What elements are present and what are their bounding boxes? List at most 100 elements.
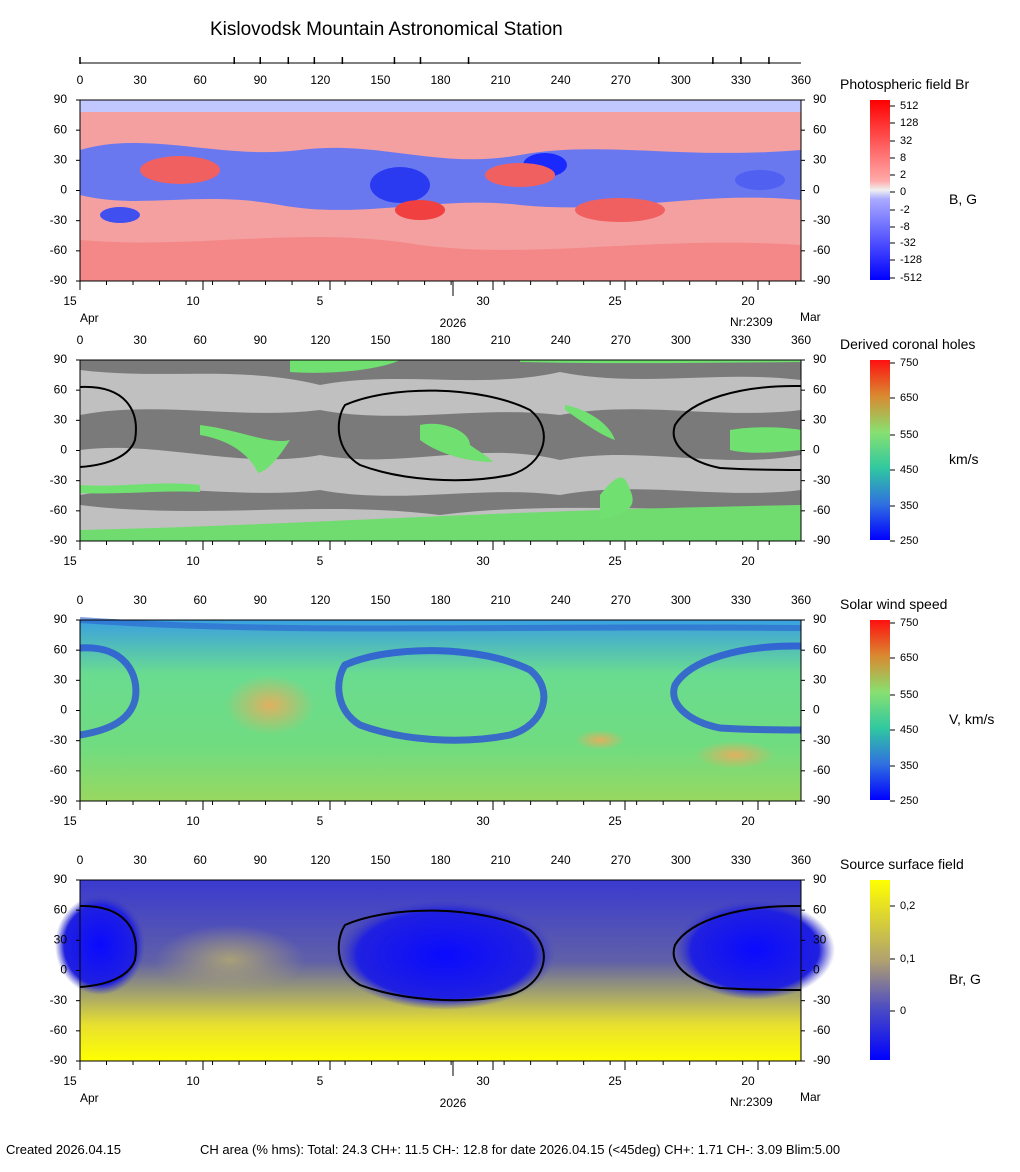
longitude-tick-label: 270 <box>611 593 631 607</box>
longitude-tick-label: 0 <box>77 853 84 867</box>
latitude-tick-label: 0 <box>60 703 67 717</box>
longitude-tick-label: 30 <box>133 853 147 867</box>
latitude-tick-label-right: 0 <box>813 443 820 457</box>
longitude-tick-label: 270 <box>611 73 631 87</box>
date-month-right: Mar <box>800 1090 821 1104</box>
date-tick-label: 30 <box>476 814 490 828</box>
longitude-tick-label: 90 <box>254 593 268 607</box>
date-tick-label: 10 <box>186 1074 200 1088</box>
longitude-tick-label: 300 <box>671 73 691 87</box>
longitude-tick-label: 300 <box>671 593 691 607</box>
latitude-tick-label: 90 <box>54 352 68 366</box>
rotation-number: Nr:2309 <box>730 1095 773 1109</box>
latitude-tick-label: -90 <box>50 793 68 807</box>
panel-solar-wind <box>79 617 802 801</box>
longitude-tick-label: 150 <box>370 73 390 87</box>
latitude-tick-label: 60 <box>54 122 68 136</box>
panel-source-surface <box>55 880 835 1061</box>
longitude-tick-label: 150 <box>370 593 390 607</box>
latitude-tick-label-right: 0 <box>813 703 820 717</box>
colorbar-solar-wind <box>870 620 890 800</box>
longitude-tick-label: 360 <box>791 593 811 607</box>
colorbar-tick-label: 2 <box>900 169 906 181</box>
longitude-tick-label: 0 <box>77 593 84 607</box>
colorbar-tick-label: -2 <box>900 204 910 216</box>
unit-label-coronal-holes: km/s <box>949 451 979 467</box>
colorbar-tick-label: 128 <box>900 117 918 129</box>
latitude-tick-label-right: -30 <box>813 213 831 227</box>
date-month-right: Mar <box>800 310 821 324</box>
longitude-tick-label: 360 <box>791 73 811 87</box>
colorbar-tick-label: 550 <box>900 429 918 441</box>
latitude-tick-label-right: -90 <box>813 793 831 807</box>
ch-area-summary: CH area (% hms): Total: 24.3 CH+: 11.5 C… <box>200 1142 841 1157</box>
longitude-tick-label: 180 <box>430 853 450 867</box>
latitude-tick-label-right: 0 <box>813 183 820 197</box>
date-tick-label: 15 <box>63 814 77 828</box>
unit-label-photospheric: B, G <box>949 191 978 207</box>
date-tick-label: 20 <box>741 814 755 828</box>
latitude-tick-label-right: -60 <box>813 1023 831 1037</box>
page-title: Kislovodsk Mountain Astronomical Station <box>210 19 563 40</box>
colorbar-tick-label: 0,2 <box>900 900 915 912</box>
date-tick-label: 25 <box>608 1074 622 1088</box>
longitude-tick-label: 120 <box>310 333 330 347</box>
latitude-tick-label: -30 <box>50 213 68 227</box>
latitude-tick-label-right: -90 <box>813 273 831 287</box>
latitude-tick-label: 30 <box>54 933 68 947</box>
date-tick-label: 30 <box>476 554 490 568</box>
colorbar-tick-label: 650 <box>900 392 918 404</box>
latitude-tick-label-right: -30 <box>813 993 831 1007</box>
date-tick-label: 30 <box>476 1074 490 1088</box>
longitude-tick-label: 210 <box>491 333 511 347</box>
longitude-tick-label: 60 <box>193 593 207 607</box>
created-date: Created 2026.04.15 <box>6 1142 121 1157</box>
rotation-number: Nr:2309 <box>730 315 773 329</box>
panel-title-coronal-holes: Derived coronal holes <box>840 336 976 352</box>
latitude-tick-label-right: -90 <box>813 533 831 547</box>
longitude-tick-label: 90 <box>254 73 268 87</box>
latitude-tick-label: -30 <box>50 733 68 747</box>
latitude-tick-label: -90 <box>50 273 68 287</box>
latitude-tick-label: 60 <box>54 642 68 656</box>
date-tick-label: 10 <box>186 554 200 568</box>
longitude-tick-label: 300 <box>671 333 691 347</box>
colorbar-tick-label: 0,1 <box>900 953 915 965</box>
date-tick-label: 5 <box>317 814 324 828</box>
panel-title-solar-wind: Solar wind speed <box>840 596 948 612</box>
latitude-tick-label-right: -30 <box>813 733 831 747</box>
colorbar-tick-label: -512 <box>900 272 922 284</box>
latitude-tick-label: -30 <box>50 473 68 487</box>
colorbar-tick-label: 0 <box>900 1005 906 1017</box>
latitude-tick-label-right: 30 <box>813 933 827 947</box>
longitude-tick-label: 120 <box>310 73 330 87</box>
longitude-tick-label: 60 <box>193 73 207 87</box>
colorbar-tick-label: 450 <box>900 724 918 736</box>
latitude-tick-label-right: 0 <box>813 963 820 977</box>
longitude-tick-label: 300 <box>671 853 691 867</box>
longitude-tick-label: 360 <box>791 853 811 867</box>
unit-label-solar-wind: V, km/s <box>949 711 995 727</box>
colorbar-photospheric <box>870 100 890 280</box>
date-tick-label: 20 <box>741 554 755 568</box>
latitude-tick-label-right: -30 <box>813 473 831 487</box>
latitude-tick-label-right: 60 <box>813 122 827 136</box>
latitude-tick-label: 90 <box>54 612 68 626</box>
date-year: 2026 <box>440 1096 467 1110</box>
latitude-tick-label-right: 60 <box>813 902 827 916</box>
colorbar-tick-label: 250 <box>900 795 918 807</box>
colorbar-tick-label: 512 <box>900 100 918 112</box>
longitude-tick-label: 330 <box>731 333 751 347</box>
longitude-tick-label: 60 <box>193 333 207 347</box>
colorbar-tick-label: 750 <box>900 357 918 369</box>
latitude-tick-label: 60 <box>54 382 68 396</box>
longitude-tick-label: 240 <box>551 853 571 867</box>
colorbar-tick-label: 350 <box>900 760 918 772</box>
latitude-tick-label-right: 60 <box>813 642 827 656</box>
date-tick-label: 20 <box>741 1074 755 1088</box>
colorbar-tick-label: 250 <box>900 535 918 547</box>
colorbar-tick-label: 32 <box>900 135 912 147</box>
longitude-tick-label: 240 <box>551 593 571 607</box>
latitude-tick-label: 30 <box>54 673 68 687</box>
